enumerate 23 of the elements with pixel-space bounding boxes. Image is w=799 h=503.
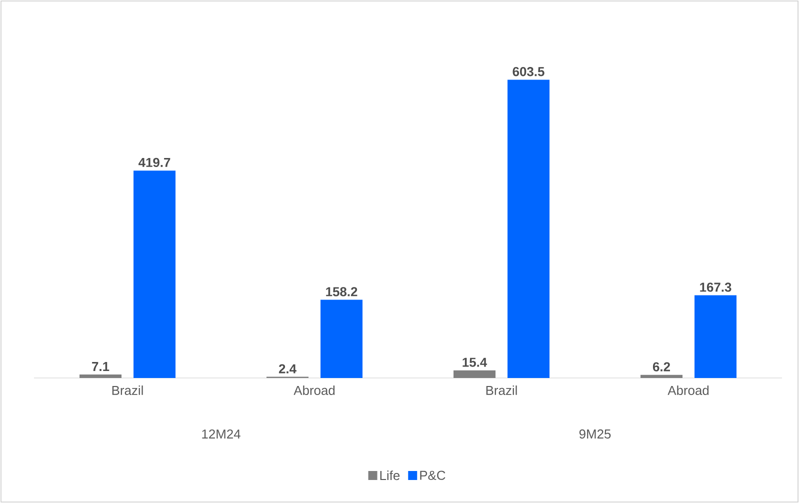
bar — [640, 374, 683, 378]
data-label: 6.2 — [652, 362, 670, 372]
x-tick-label: Abroad — [294, 386, 335, 396]
bar — [694, 295, 737, 378]
bar — [134, 170, 176, 378]
data-label: 15.4 — [462, 358, 488, 367]
data-label: 2.4 — [278, 364, 296, 374]
bar — [80, 374, 122, 378]
data-label: 419.7 — [138, 158, 170, 168]
x-tick-label: Brazil — [112, 386, 143, 396]
data-label: 167.3 — [700, 282, 732, 292]
text: 12M24 — [202, 429, 240, 439]
legend-label: P&C — [420, 470, 446, 480]
bar — [454, 370, 496, 378]
x-tick-label: Abroad — [668, 386, 709, 396]
legend-label: Life — [380, 470, 400, 480]
data-label: 603.5 — [512, 67, 544, 76]
bar — [508, 80, 550, 378]
x-tick-label: Brazil — [486, 386, 517, 396]
bar — [320, 300, 363, 378]
data-label: 158.2 — [326, 287, 358, 296]
data-label: 7.1 — [92, 362, 110, 371]
text: 9M25 — [579, 429, 611, 439]
